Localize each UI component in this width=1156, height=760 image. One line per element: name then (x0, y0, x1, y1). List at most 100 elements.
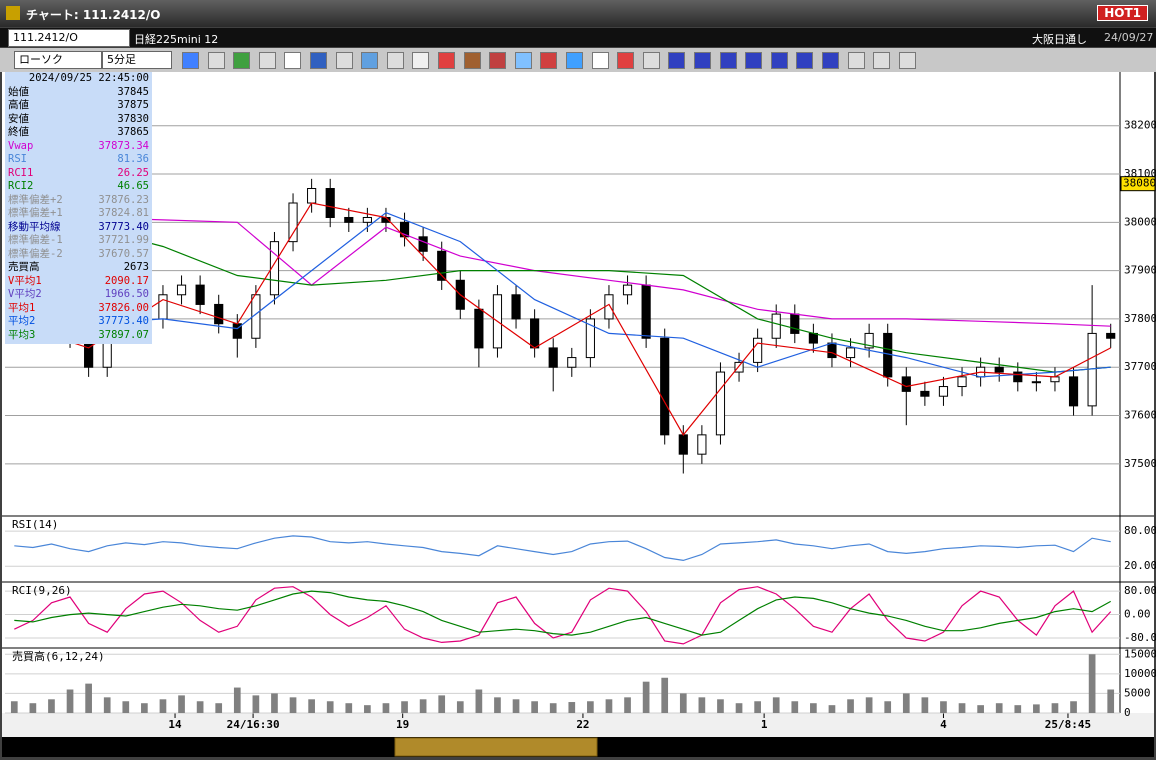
info-value: 37865 (117, 126, 149, 138)
info-panel: 2024/09/25 22:45:00 始値 37845 高値 37875 安値 3783… (5, 72, 152, 344)
info-row: 標準偏差+1 37824.81 (5, 207, 152, 221)
candle-body (1050, 376, 1060, 383)
volume-bar (494, 697, 501, 713)
volume-bar (29, 703, 37, 713)
indicator-line (14, 535, 1111, 562)
info-value: 37876.23 (98, 193, 149, 206)
y-tick-label: 80.00 (1124, 584, 1156, 597)
volume-bar (401, 701, 408, 713)
style-select[interactable]: ローソク (14, 51, 102, 69)
hot-button[interactable]: HOT1 (1097, 5, 1148, 21)
toolbar-icon[interactable] (335, 52, 353, 69)
candle-body (214, 303, 224, 325)
info-value: 2090.17 (104, 274, 149, 287)
overlay-line (14, 212, 1111, 373)
candle-body (864, 332, 874, 349)
toolbar-icon[interactable] (898, 52, 916, 69)
info-label: RSI (8, 153, 27, 165)
toolbar-icon[interactable] (284, 52, 302, 69)
toolbar-icon[interactable] (514, 52, 532, 69)
candle-body (269, 241, 280, 296)
candle-body (585, 318, 595, 359)
title-bar: チャート: 111.2412/O HOT1 (0, 0, 1156, 27)
toolbar-icon[interactable] (463, 52, 481, 69)
indicator-line (14, 586, 1112, 645)
y-tick-label: 10000 (1124, 667, 1156, 680)
info-row: V平均2 1966.50 (5, 288, 152, 302)
info-row: RCI1 26.25 (5, 167, 152, 181)
y-tick-label: 5000 (1124, 686, 1151, 699)
info-value: 37773.40 (98, 220, 149, 233)
y-tick-label: 37600 (1124, 409, 1156, 422)
info-value: 1966.50 (104, 288, 149, 300)
toolbar-icon[interactable] (822, 52, 839, 69)
scroll-thumb[interactable] (394, 737, 598, 757)
x-tick-label: 25/8:45 (1045, 718, 1091, 731)
info-label: RCI1 (8, 166, 34, 179)
volume-bar (271, 693, 278, 713)
toolbar-icon[interactable] (182, 52, 199, 69)
toolbar-icon[interactable] (386, 52, 404, 69)
toolbar-icon[interactable] (207, 52, 225, 69)
info-row: 始値 37845 (5, 86, 152, 100)
info-label: V平均1 (8, 274, 42, 287)
panel-title: RCI(9,26) (12, 584, 72, 597)
candle-body (883, 332, 893, 378)
info-label: 平均2 (8, 315, 36, 327)
volume-bar (382, 703, 390, 713)
toolbar-icon[interactable] (847, 52, 865, 69)
symbol-select[interactable]: 111.2412/O (8, 29, 130, 47)
toolbar-icon[interactable] (310, 52, 327, 69)
overlay-line (14, 202, 1111, 436)
candle-body (790, 313, 800, 334)
toolbar-icon[interactable] (796, 52, 814, 69)
toolbar-icon[interactable] (873, 52, 891, 69)
volume-bar (456, 701, 464, 713)
info-row: 平均1 37826.00 (5, 302, 152, 316)
candle-body (994, 366, 1004, 373)
candle-body (957, 376, 967, 388)
toolbar-icon[interactable] (412, 52, 430, 69)
toolbar-icon[interactable] (591, 52, 609, 69)
candle-body (418, 236, 428, 252)
toolbar-icon[interactable] (540, 52, 558, 69)
volume-bar (419, 699, 427, 713)
app-icon (6, 6, 20, 20)
volume-bar (791, 701, 799, 713)
y-tick-label: 37700 (1124, 360, 1156, 373)
toolbar-icon[interactable] (489, 52, 507, 69)
candle-body (548, 347, 558, 368)
volume-bar (921, 697, 929, 713)
volume-bar (326, 701, 334, 713)
toolbar-icon[interactable] (258, 52, 276, 69)
candle-body (567, 357, 577, 368)
volume-bar (810, 703, 817, 713)
toolbar-icon[interactable] (438, 52, 455, 69)
volume-bar (642, 681, 650, 713)
volume-bar (252, 695, 260, 713)
toolbar-icon[interactable] (745, 52, 763, 69)
toolbar-icon[interactable] (233, 52, 251, 69)
volume-bar (215, 703, 223, 713)
toolbar-icon[interactable] (719, 52, 737, 69)
info-row: 移動平均線 37773.40 (5, 221, 152, 235)
toolbar-icon[interactable] (642, 52, 660, 69)
x-tick-label: 4 (940, 718, 947, 731)
volume-bar (122, 701, 130, 713)
info-value: 37873.34 (98, 139, 149, 152)
x-axis-bg (2, 713, 1154, 737)
volume-bar (438, 695, 446, 713)
toolbar-icon[interactable] (566, 52, 583, 69)
toolbar-icon[interactable] (694, 52, 711, 69)
toolbar-icon[interactable] (617, 52, 635, 69)
toolbar-icon[interactable] (668, 52, 686, 69)
toolbar-icon[interactable] (361, 52, 379, 69)
info-row: 標準偏差+2 37876.23 (5, 194, 152, 208)
period-select[interactable]: 5分足 (102, 51, 172, 69)
toolbar-icon[interactable] (770, 52, 788, 69)
x-tick-label: 1 (761, 718, 768, 731)
last-price-label: 38080 (1123, 177, 1156, 190)
symbol-bar: 111.2412/O 日経225mini 12 大阪日通し 24/09/27 (0, 28, 1156, 47)
